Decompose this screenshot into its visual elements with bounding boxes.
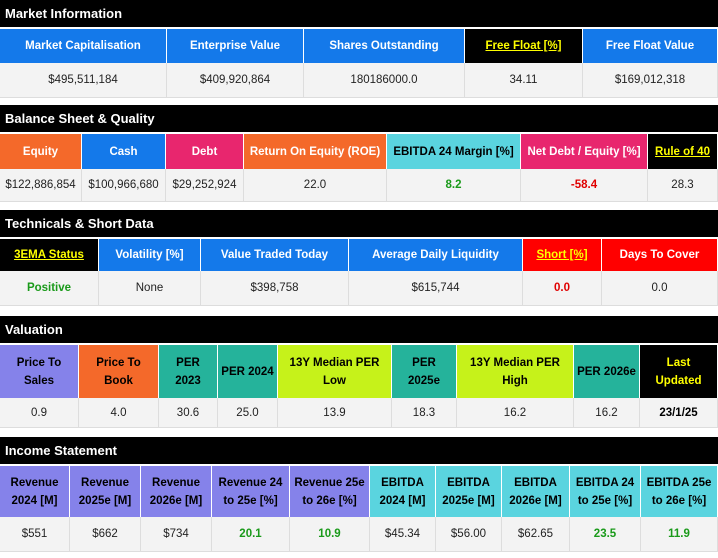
column-header: Average Daily Liquidity [349,239,523,271]
cell-value: None [99,271,201,306]
column-header: 13Y Median PER Low [278,345,392,398]
column-header: Rule of 40 [648,134,718,169]
column-header: Value Traded Today [201,239,349,271]
cell-value: $662 [70,517,141,552]
column-header: Price To Book [79,345,159,398]
column-header: Enterprise Value [167,29,304,63]
column-header: Last Updated [640,345,718,398]
column-header: EBITDA 24 to 25e [%] [570,466,641,517]
cell-value: Positive [0,271,99,306]
column-header: Shares Outstanding [304,29,465,63]
cell-value: $45.34 [370,517,436,552]
cell-value: 10.9 [290,517,370,552]
column-header: Equity [0,134,82,169]
column-header: 13Y Median PER High [457,345,574,398]
cell-value: -58.4 [521,169,648,202]
column-header: PER 2025e [392,345,457,398]
column-header: Short [%] [523,239,602,271]
column-header: Volatility [%] [99,239,201,271]
column-header: EBITDA 25e to 26e [%] [641,466,718,517]
column-header: Revenue 24 to 25e [%] [212,466,290,517]
cell-value: 0.0 [523,271,602,306]
column-header: EBITDA 2025e [M] [436,466,502,517]
column-header: EBITDA 24 Margin [%] [387,134,521,169]
cell-value: 8.2 [387,169,521,202]
cell-value: $122,886,854 [0,169,82,202]
column-header: EBITDA 2024 [M] [370,466,436,517]
column-header: Revenue 2025e [M] [70,466,141,517]
cell-value: 28.3 [648,169,718,202]
section-title: Market Information [0,0,718,27]
cell-value: 4.0 [79,398,159,428]
column-header: Revenue 2024 [M] [0,466,70,517]
column-header: Revenue 25e to 26e [%] [290,466,370,517]
column-header: PER 2026e [574,345,640,398]
cell-value: 22.0 [244,169,387,202]
column-header: Net Debt / Equity [%] [521,134,648,169]
cell-value: 0.0 [602,271,718,306]
column-header: EBITDA 2026e [M] [502,466,570,517]
cell-value: 30.6 [159,398,218,428]
cell-value: $62.65 [502,517,570,552]
cell-value: 180186000.0 [304,63,465,98]
cell-value: $29,252,924 [166,169,244,202]
column-header: Days To Cover [602,239,718,271]
column-header: Price To Sales [0,345,79,398]
cell-value: 34.11 [465,63,583,98]
column-header: Debt [166,134,244,169]
cell-value: 23.5 [570,517,641,552]
section-title: Balance Sheet & Quality [0,105,718,132]
cell-value: $734 [141,517,212,552]
cell-value: 23/1/25 [640,398,718,428]
cell-value: $495,511,184 [0,63,167,98]
cell-value: $169,012,318 [583,63,718,98]
section-title: Valuation [0,316,718,343]
section-title: Income Statement [0,437,718,464]
cell-value: $551 [0,517,70,552]
cell-value: 0.9 [0,398,79,428]
column-header: Market Capitalisation [0,29,167,63]
cell-value: 25.0 [218,398,278,428]
cell-value: $56.00 [436,517,502,552]
column-header: Free Float Value [583,29,718,63]
column-header: Revenue 2026e [M] [141,466,212,517]
column-header: PER 2024 [218,345,278,398]
column-header: Return On Equity (ROE) [244,134,387,169]
cell-value: 16.2 [457,398,574,428]
cell-value: 20.1 [212,517,290,552]
column-header: 3EMA Status [0,239,99,271]
cell-value: $100,966,680 [82,169,166,202]
cell-value: $398,758 [201,271,349,306]
cell-value: $615,744 [349,271,523,306]
column-header: PER 2023 [159,345,218,398]
section-title: Technicals & Short Data [0,210,718,237]
cell-value: 13.9 [278,398,392,428]
column-header: Free Float [%] [465,29,583,63]
cell-value: 18.3 [392,398,457,428]
cell-value: 11.9 [641,517,718,552]
cell-value: $409,920,864 [167,63,304,98]
cell-value: 16.2 [574,398,640,428]
column-header: Cash [82,134,166,169]
